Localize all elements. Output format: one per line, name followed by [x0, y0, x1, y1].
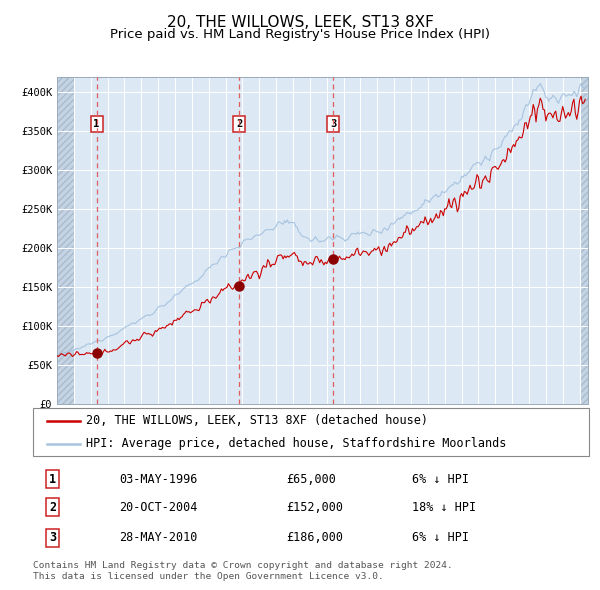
Text: 28-MAY-2010: 28-MAY-2010	[119, 531, 197, 544]
Text: 1: 1	[49, 473, 56, 486]
Text: 18% ↓ HPI: 18% ↓ HPI	[412, 501, 476, 514]
Text: 03-MAY-1996: 03-MAY-1996	[119, 473, 197, 486]
Text: 1: 1	[94, 119, 100, 129]
Text: 2: 2	[236, 119, 242, 129]
Text: 3: 3	[331, 119, 337, 129]
Bar	[57, 77, 74, 404]
Text: 20, THE WILLOWS, LEEK, ST13 8XF: 20, THE WILLOWS, LEEK, ST13 8XF	[167, 15, 433, 30]
Text: 2: 2	[49, 501, 56, 514]
Text: 6% ↓ HPI: 6% ↓ HPI	[412, 473, 469, 486]
Text: 6% ↓ HPI: 6% ↓ HPI	[412, 531, 469, 544]
Text: £186,000: £186,000	[286, 531, 343, 544]
Text: £65,000: £65,000	[286, 473, 336, 486]
Text: Contains HM Land Registry data © Crown copyright and database right 2024.: Contains HM Land Registry data © Crown c…	[33, 560, 453, 569]
Text: HPI: Average price, detached house, Staffordshire Moorlands: HPI: Average price, detached house, Staf…	[86, 437, 506, 450]
Bar	[580, 77, 588, 404]
Bar	[580, 77, 588, 404]
Text: This data is licensed under the Open Government Licence v3.0.: This data is licensed under the Open Gov…	[33, 572, 384, 581]
Text: 20-OCT-2004: 20-OCT-2004	[119, 501, 197, 514]
Text: 20, THE WILLOWS, LEEK, ST13 8XF (detached house): 20, THE WILLOWS, LEEK, ST13 8XF (detache…	[86, 414, 428, 427]
Text: £152,000: £152,000	[286, 501, 343, 514]
Text: Price paid vs. HM Land Registry's House Price Index (HPI): Price paid vs. HM Land Registry's House …	[110, 28, 490, 41]
Text: 3: 3	[49, 531, 56, 544]
Bar	[57, 77, 74, 404]
